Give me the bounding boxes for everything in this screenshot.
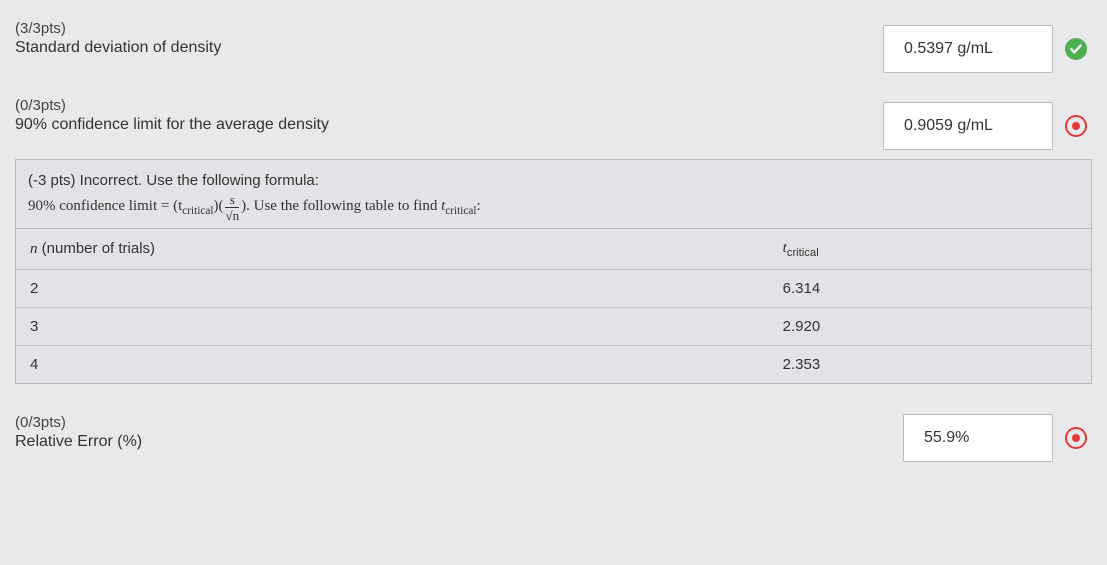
table-row: 2 6.314 [16,269,1091,307]
fraction-denominator: √n [225,208,239,222]
cell-n: 4 [16,345,769,383]
col-header-t: tcritical [769,229,1091,270]
header-n-rest: (number of trials) [38,240,156,257]
answer-area: 55.9% [903,414,1087,462]
cell-t: 6.314 [769,269,1091,307]
feedback-text: (-3 pts) Incorrect. Use the following fo… [16,160,1091,229]
fraction-icon: s√n [225,193,239,222]
question-relative-error: (0/3pts) Relative Error (%) 55.9% [15,414,1092,451]
feedback-end: : [477,198,481,214]
answer-input[interactable]: 55.9% [903,414,1053,462]
header-t-sub: critical [787,247,819,259]
cell-t: 2.353 [769,345,1091,383]
table-row: 3 2.920 [16,307,1091,345]
incorrect-icon [1065,115,1087,137]
question-confidence-limit: (0/3pts) 90% confidence limit for the av… [15,97,1092,384]
table-header-row: n (number of trials) tcritical [16,229,1091,270]
feedback-sub2: critical [445,205,476,217]
header-n-var: n [30,241,38,257]
answer-input[interactable]: 0.9059 g/mL [883,102,1053,150]
check-icon [1065,38,1087,60]
feedback-mid: )( [213,198,223,214]
table-row: 4 2.353 [16,345,1091,383]
col-header-n: n (number of trials) [16,229,769,270]
t-critical-table: n (number of trials) tcritical 2 6.314 3… [16,229,1091,383]
cell-n: 2 [16,269,769,307]
feedback-panel: (-3 pts) Incorrect. Use the following fo… [15,159,1092,384]
cell-n: 3 [16,307,769,345]
feedback-post: ). Use the following table to find [241,198,441,214]
feedback-line1: (-3 pts) Incorrect. Use the following fo… [28,172,319,189]
feedback-formula-pre: 90% confidence limit = (t [28,198,182,214]
question-std-dev: (3/3pts) Standard deviation of density 0… [15,20,1092,57]
answer-input[interactable]: 0.5397 g/mL [883,25,1053,73]
fraction-numerator: s [225,193,239,208]
incorrect-icon [1065,427,1087,449]
feedback-sub1: critical [182,205,213,217]
answer-area: 0.5397 g/mL [883,25,1087,73]
cell-t: 2.920 [769,307,1091,345]
answer-area: 0.9059 g/mL [883,102,1087,150]
